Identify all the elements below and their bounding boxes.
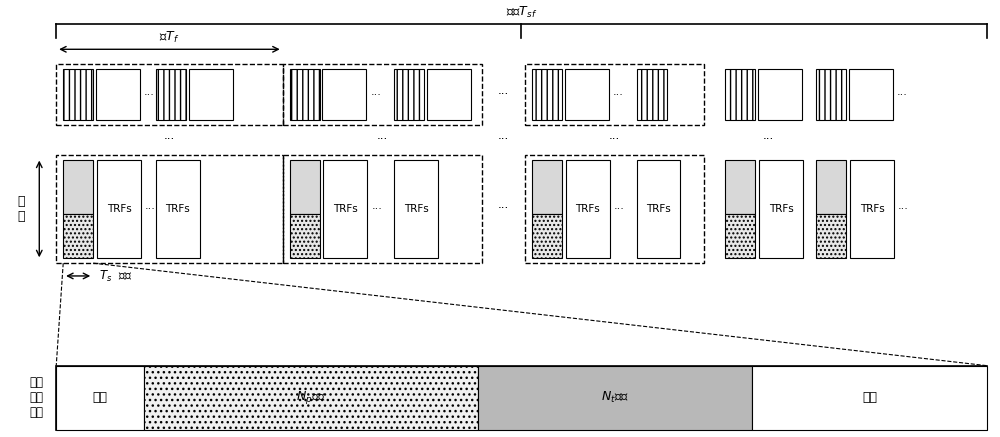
Text: TRFs: TRFs	[107, 204, 131, 214]
Text: TRFs: TRFs	[333, 204, 358, 214]
Bar	[56, 366, 987, 430]
Bar	[850, 160, 894, 258]
Text: TRFs: TRFs	[769, 204, 794, 214]
Bar	[283, 155, 482, 263]
Text: ···: ···	[763, 133, 774, 146]
Bar	[156, 69, 186, 120]
Text: $N_t$信令: $N_t$信令	[601, 390, 629, 405]
Bar	[63, 160, 93, 214]
Bar	[144, 366, 478, 430]
Bar	[525, 64, 704, 125]
Text: ···: ···	[371, 204, 382, 214]
Bar	[532, 160, 562, 214]
Bar	[532, 214, 562, 258]
Text: ···: ···	[144, 90, 155, 100]
Bar	[290, 69, 320, 120]
Bar	[816, 160, 846, 214]
Bar	[394, 160, 438, 258]
Bar	[849, 69, 893, 120]
Text: $T_s$  时隙: $T_s$ 时隙	[99, 268, 132, 284]
Bar	[637, 160, 680, 258]
Bar	[96, 69, 140, 120]
Bar	[525, 155, 704, 263]
Bar	[56, 366, 144, 430]
Text: ···: ···	[377, 133, 388, 146]
Bar	[290, 160, 320, 214]
Text: TRFs: TRFs	[575, 204, 600, 214]
Bar	[156, 160, 200, 258]
Bar	[427, 69, 471, 120]
Text: ···: ···	[145, 204, 156, 214]
Bar	[63, 69, 93, 120]
Text: TRFs: TRFs	[860, 204, 884, 214]
Bar	[725, 160, 755, 214]
Bar	[759, 160, 803, 258]
Bar	[532, 69, 562, 120]
Text: 保护: 保护	[93, 391, 108, 404]
Text: 超帧$T_{sf}$: 超帧$T_{sf}$	[506, 5, 537, 20]
Text: 保护: 保护	[862, 391, 877, 404]
Bar	[56, 64, 283, 125]
Bar	[752, 366, 987, 430]
Bar	[323, 160, 367, 258]
Text: 帧$T_f$: 帧$T_f$	[159, 30, 180, 45]
Text: 随机
接入
时隙: 随机 接入 时隙	[29, 376, 43, 419]
Bar	[637, 69, 667, 120]
Text: ···: ···	[497, 202, 509, 215]
Text: ···: ···	[898, 204, 909, 214]
Text: TRFs: TRFs	[166, 204, 190, 214]
Bar	[478, 366, 752, 430]
Bar	[283, 64, 482, 125]
Text: ···: ···	[497, 133, 509, 146]
Bar	[394, 69, 424, 120]
Bar	[816, 214, 846, 258]
Bar	[189, 69, 233, 120]
Text: ···: ···	[613, 90, 624, 100]
Text: ···: ···	[897, 90, 908, 100]
Text: ···: ···	[370, 90, 381, 100]
Bar	[290, 214, 320, 258]
Text: ···: ···	[164, 133, 175, 146]
Text: TRFs: TRFs	[404, 204, 429, 214]
Bar	[758, 69, 802, 120]
Bar	[97, 160, 141, 258]
Bar	[725, 69, 755, 120]
Bar	[566, 160, 610, 258]
Bar	[63, 214, 93, 258]
Text: ···: ···	[609, 133, 620, 146]
Bar	[816, 69, 846, 120]
Bar	[565, 69, 609, 120]
Bar	[56, 155, 283, 263]
Text: ···: ···	[497, 88, 509, 101]
Bar	[322, 69, 366, 120]
Text: 载
波: 载 波	[18, 195, 25, 223]
Text: $N_p$前导: $N_p$前导	[296, 389, 326, 406]
Text: TRFs: TRFs	[646, 204, 671, 214]
Text: ···: ···	[614, 204, 625, 214]
Bar	[725, 214, 755, 258]
